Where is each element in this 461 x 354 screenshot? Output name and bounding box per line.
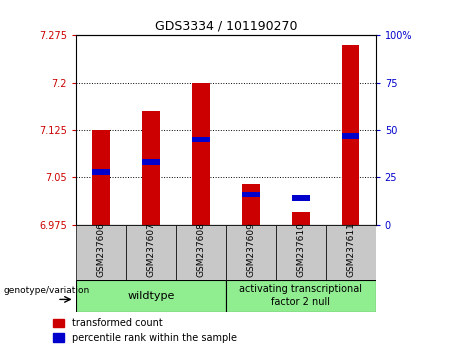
Bar: [76, 225, 126, 280]
Text: GSM237609: GSM237609: [246, 222, 255, 277]
Bar: [126, 225, 176, 280]
Bar: [142, 159, 160, 165]
Bar: [142, 111, 160, 225]
Bar: [342, 45, 360, 225]
Text: GSM237607: GSM237607: [147, 222, 155, 277]
Bar: [242, 192, 260, 197]
Bar: [242, 184, 260, 225]
Text: GSM237606: GSM237606: [96, 222, 106, 277]
Bar: [92, 130, 110, 225]
Legend: transformed count, percentile rank within the sample: transformed count, percentile rank withi…: [49, 314, 241, 347]
Text: wildtype: wildtype: [127, 291, 175, 301]
Bar: [76, 280, 226, 312]
Text: GSM237611: GSM237611: [346, 222, 355, 277]
Bar: [226, 225, 276, 280]
Bar: [176, 225, 226, 280]
Bar: [342, 133, 360, 139]
Bar: [192, 83, 210, 225]
Bar: [92, 169, 110, 175]
Bar: [292, 212, 309, 225]
Text: GSM237608: GSM237608: [196, 222, 206, 277]
Bar: [192, 137, 210, 142]
Title: GDS3334 / 101190270: GDS3334 / 101190270: [154, 20, 297, 33]
Text: activating transcriptional
factor 2 null: activating transcriptional factor 2 null: [239, 284, 362, 307]
Text: GSM237610: GSM237610: [296, 222, 305, 277]
Bar: [226, 280, 376, 312]
Bar: [276, 225, 326, 280]
Bar: [292, 195, 309, 201]
Text: genotype/variation: genotype/variation: [3, 286, 89, 295]
Bar: [326, 225, 376, 280]
